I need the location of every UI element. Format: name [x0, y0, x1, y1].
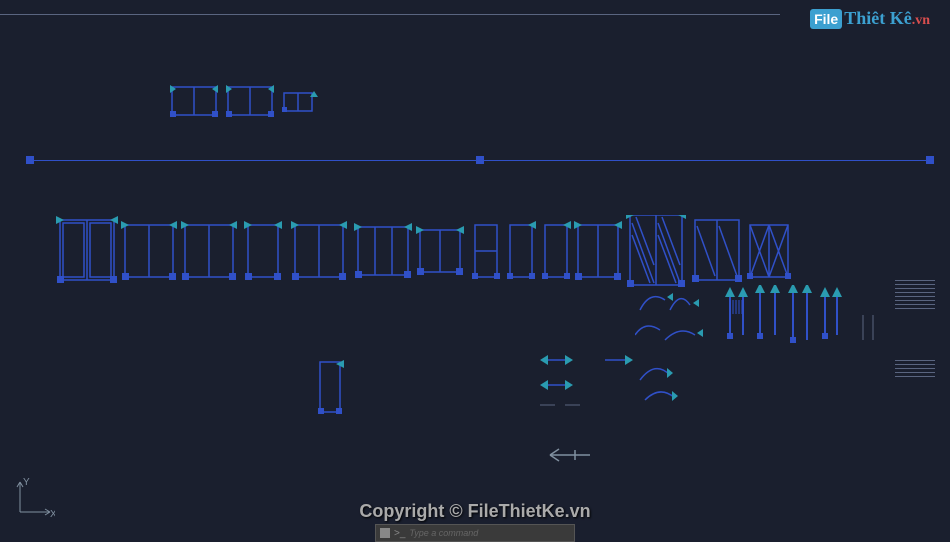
direction-arrow[interactable]: [545, 445, 595, 465]
single-door-detail[interactable]: [318, 360, 348, 420]
top-ruler: [0, 14, 780, 16]
cmd-input[interactable]: Type a command: [409, 528, 570, 538]
ucs-x-label: X: [50, 509, 55, 517]
cmd-icon: [380, 528, 390, 538]
cad-canvas[interactable]: File Thiêt Kê.vn: [0, 0, 950, 542]
command-line[interactable]: >_ Type a command: [375, 524, 575, 542]
logo-main-text: Thiêt Kê: [844, 8, 912, 28]
top-window-blocks[interactable]: [170, 85, 330, 120]
copyright-text: Copyright © FileThietKe.vn: [359, 501, 590, 522]
grip-mid[interactable]: [476, 156, 484, 164]
ucs-y-label: Y: [23, 477, 30, 488]
ucs-icon: Y X: [15, 477, 55, 517]
grip-end[interactable]: [926, 156, 934, 164]
grip-start[interactable]: [26, 156, 34, 164]
side-ruler-2: [895, 360, 935, 380]
side-ruler-1: [895, 280, 935, 312]
watermark-logo: File Thiêt Kê.vn: [810, 8, 930, 29]
logo-suffix: .vn: [912, 13, 930, 28]
arrow-symbols[interactable]: [540, 350, 710, 420]
main-door-row[interactable]: [0, 215, 810, 295]
logo-icon: File: [810, 9, 842, 29]
cmd-prompt: >_: [394, 528, 405, 539]
